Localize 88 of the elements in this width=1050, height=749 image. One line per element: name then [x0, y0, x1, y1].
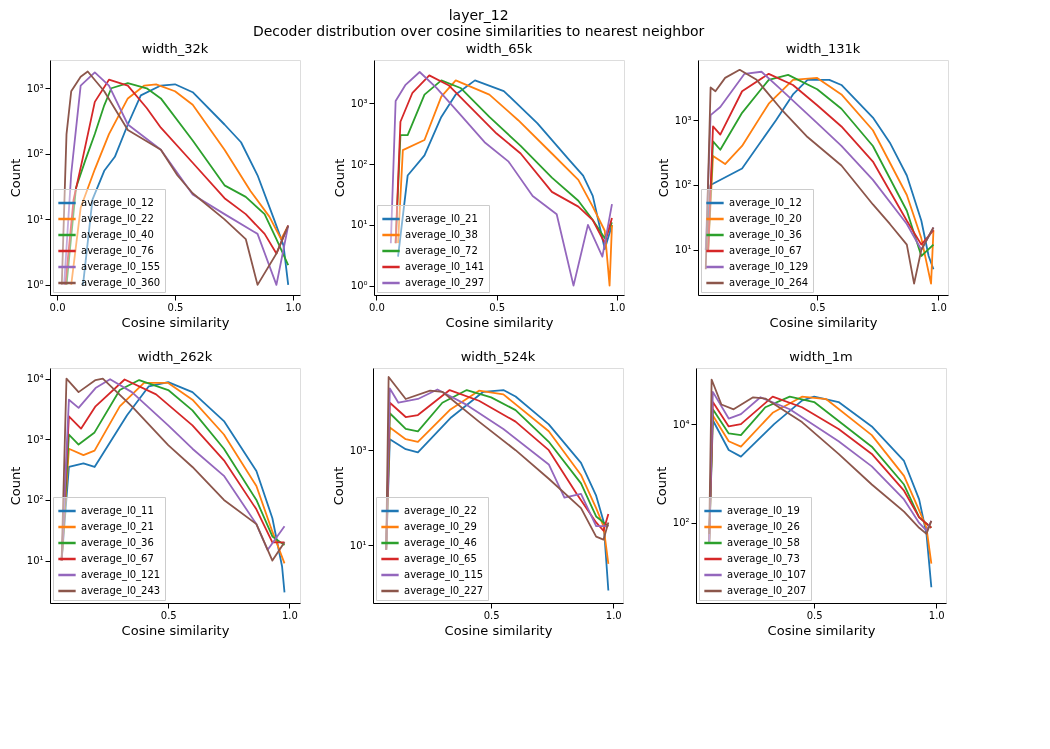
- legend-label: average_l0_264: [729, 277, 809, 289]
- x-tick-label: 0.5: [489, 301, 506, 313]
- y-tick-label: 10¹: [674, 244, 692, 256]
- legend-label: average_l0_65: [404, 553, 477, 565]
- y-axis-title: Count: [655, 158, 671, 198]
- x-axis-title: Cosine similarity: [121, 314, 230, 330]
- x-axis-title: Cosine similarity: [445, 314, 554, 330]
- chart-title: width_65k: [465, 41, 533, 56]
- x-tick-label: 0.5: [160, 609, 177, 621]
- y-axis-title: Count: [331, 158, 347, 198]
- x-axis-title: Cosine similarity: [769, 314, 878, 330]
- legend-label: average_l0_12: [729, 197, 802, 209]
- x-tick-label: 0.5: [809, 301, 826, 313]
- y-axis-title: Count: [330, 466, 346, 506]
- y-tick-label: 10²: [26, 148, 44, 160]
- legend-label: average_l0_360: [81, 277, 161, 289]
- legend-label: average_l0_20: [729, 213, 802, 225]
- chart-title: width_32k: [141, 41, 209, 56]
- x-tick-label: 0.0: [49, 301, 66, 313]
- x-tick-label: 1.0: [928, 609, 945, 621]
- y-tick-label: 10³: [26, 433, 44, 445]
- legend-label: average_l0_243: [81, 585, 161, 597]
- legend-label: average_l0_72: [405, 245, 478, 257]
- y-tick-label: 10⁴: [672, 418, 690, 430]
- x-tick-label: 0.5: [167, 301, 184, 313]
- legend-label: average_l0_22: [81, 213, 154, 225]
- y-tick-label: 10⁰: [350, 280, 368, 292]
- legend-label: average_l0_227: [404, 585, 484, 597]
- y-tick-label: 10³: [674, 114, 692, 126]
- legend-label: average_l0_121: [81, 569, 161, 581]
- y-axis-title: Count: [7, 158, 23, 198]
- y-tick-label: 10⁰: [26, 279, 44, 291]
- legend-label: average_l0_36: [729, 229, 802, 241]
- legend-label: average_l0_141: [405, 261, 485, 273]
- y-tick-label: 10²: [350, 158, 368, 170]
- legend-label: average_l0_58: [727, 537, 800, 549]
- x-tick-label: 1.0: [609, 301, 626, 313]
- chart-title: width_524k: [460, 349, 536, 364]
- y-tick-label: 10³: [349, 444, 367, 456]
- y-tick-label: 10³: [26, 82, 44, 94]
- legend-label: average_l0_76: [81, 245, 154, 257]
- y-tick-label: 10¹: [349, 539, 367, 551]
- y-tick-label: 10¹: [26, 213, 44, 225]
- x-tick-label: 1.0: [285, 301, 302, 313]
- x-tick-label: 0.0: [368, 301, 385, 313]
- y-tick-label: 10²: [674, 179, 692, 191]
- y-tick-label: 10¹: [350, 219, 368, 231]
- y-tick-label: 10¹: [26, 555, 44, 567]
- x-axis-title: Cosine similarity: [121, 622, 230, 638]
- legend-label: average_l0_67: [729, 245, 802, 257]
- y-tick-label: 10²: [672, 517, 690, 529]
- x-tick-label: 1.0: [605, 609, 622, 621]
- legend-label: average_l0_73: [727, 553, 800, 565]
- x-axis-title: Cosine similarity: [444, 622, 553, 638]
- legend-label: average_l0_107: [727, 569, 807, 581]
- y-tick-label: 10³: [350, 97, 368, 109]
- y-axis-title: Count: [7, 466, 23, 506]
- x-axis-title: Cosine similarity: [767, 622, 876, 638]
- x-tick-label: 0.5: [806, 609, 823, 621]
- text: layer_12: [448, 6, 509, 23]
- x-tick-label: 1.0: [281, 609, 298, 621]
- chart-title: width_1m: [789, 349, 853, 364]
- legend-label: average_l0_19: [727, 505, 800, 517]
- x-tick-label: 0.5: [483, 609, 500, 621]
- legend-label: average_l0_115: [404, 569, 484, 581]
- x-tick-label: 1.0: [930, 301, 947, 313]
- legend-label: average_l0_38: [405, 229, 478, 241]
- chart-title: width_131k: [785, 41, 861, 56]
- legend-label: average_l0_67: [81, 553, 154, 565]
- legend-label: average_l0_46: [404, 537, 477, 549]
- legend-label: average_l0_22: [404, 505, 477, 517]
- chart-title: width_262k: [137, 349, 213, 364]
- legend-label: average_l0_297: [405, 277, 485, 289]
- legend-label: average_l0_11: [81, 505, 154, 517]
- legend-label: average_l0_40: [81, 229, 154, 241]
- legend-label: average_l0_26: [727, 521, 800, 533]
- legend-label: average_l0_21: [81, 521, 154, 533]
- legend-label: average_l0_207: [727, 585, 807, 597]
- text: Decoder distribution over cosine similarities to nearest neighbor: [252, 22, 705, 39]
- legend-label: average_l0_29: [404, 521, 477, 533]
- y-axis-title: Count: [653, 466, 669, 506]
- y-tick-label: 10⁴: [26, 373, 44, 385]
- legend-label: average_l0_36: [81, 537, 154, 549]
- legend-label: average_l0_21: [405, 213, 478, 225]
- legend-label: average_l0_155: [81, 261, 161, 273]
- y-tick-label: 10²: [26, 494, 44, 506]
- legend-label: average_l0_12: [81, 197, 154, 209]
- legend-label: average_l0_129: [729, 261, 809, 273]
